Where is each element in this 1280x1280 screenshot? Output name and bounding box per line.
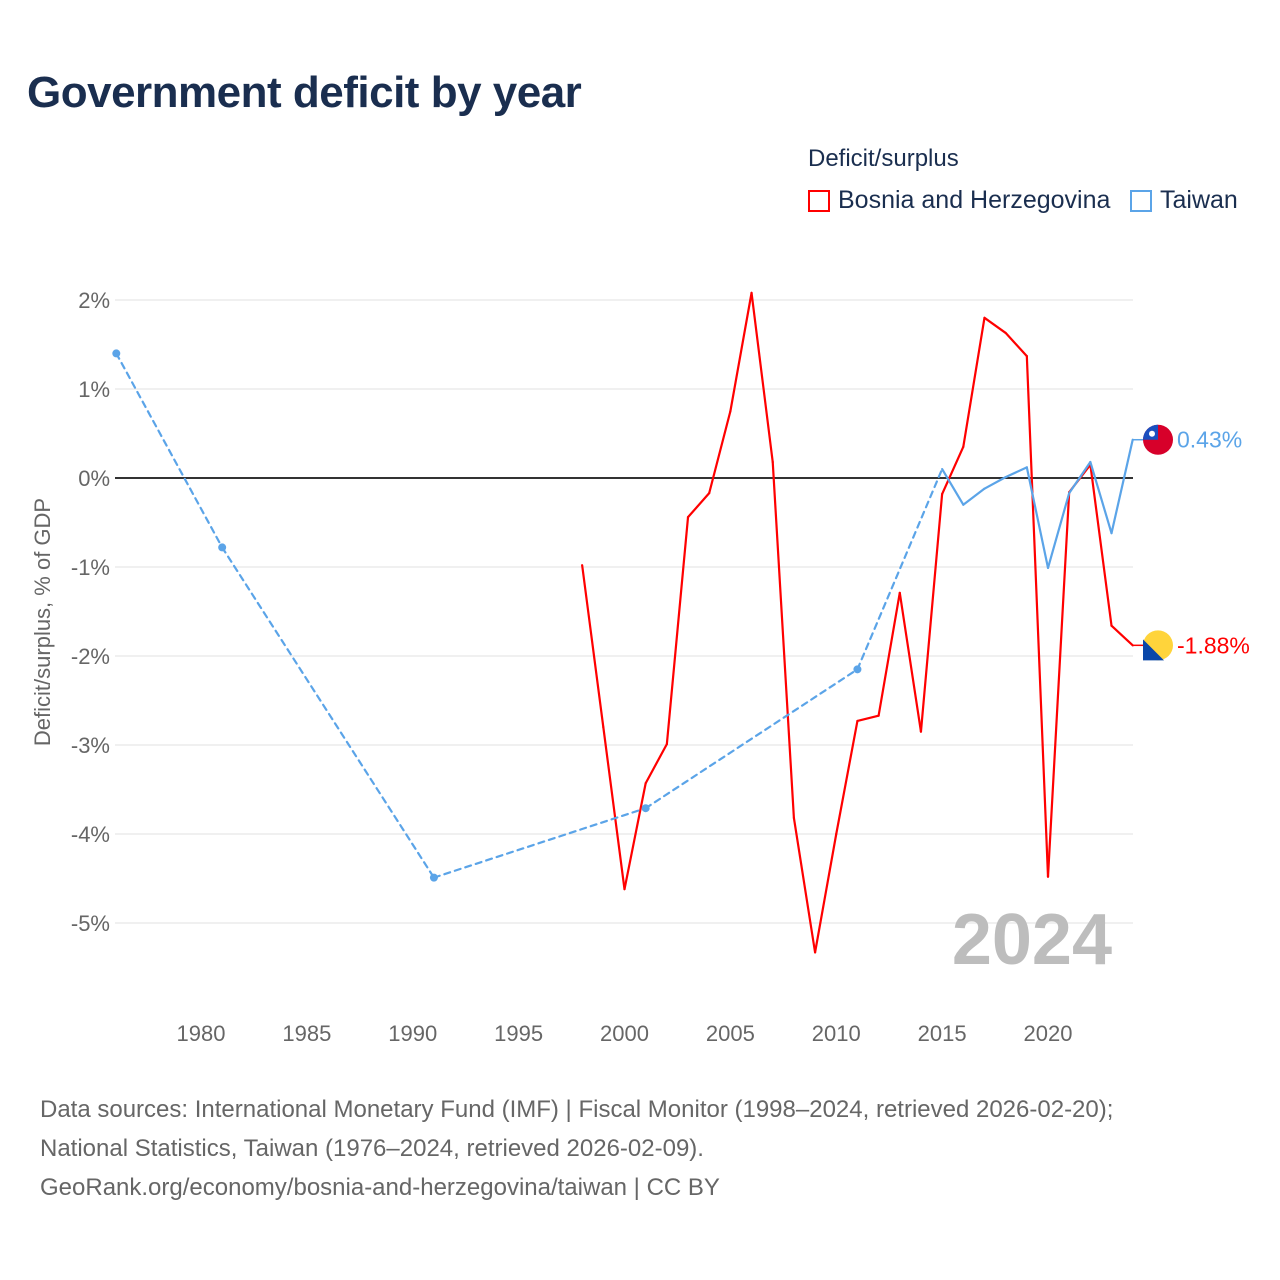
flag-icon-bosnia-blue [1143, 639, 1164, 661]
series-segment-bosnia [623, 782, 647, 891]
end-value-label-taiwan: 0.43% [1177, 427, 1242, 453]
source-line: National Statistics, Taiwan (1976–2024, … [40, 1135, 704, 1162]
series-segment-taiwan [941, 468, 965, 506]
y-tick-label: -2% [71, 644, 110, 669]
series-segment-taiwan [1004, 466, 1028, 479]
legend-item-bosnia[interactable]: Bosnia and Herzegovina [808, 186, 1110, 215]
x-tick-label: 2015 [918, 1021, 967, 1046]
series-segment-bosnia [1025, 354, 1050, 878]
series-segment-bosnia [686, 492, 711, 519]
data-point-taiwan [112, 349, 121, 358]
series-segment-bosnia [665, 516, 690, 746]
series-segment-bosnia [919, 492, 944, 733]
series-segment-bosnia [729, 291, 753, 413]
series-segment-bosnia [983, 316, 1007, 335]
end-value-label-bosnia: -1.88% [1177, 632, 1250, 658]
series-segment-bosnia [750, 291, 774, 464]
flag-icon-taiwan-sun [1149, 430, 1155, 437]
series-segment-taiwan [1025, 466, 1050, 569]
y-tick-label: 0% [78, 466, 110, 491]
series-segment-bosnia [1004, 331, 1028, 358]
series-segment-bosnia [771, 460, 796, 820]
series-segment-bosnia [962, 316, 986, 448]
series-segment-taiwan [1068, 460, 1092, 495]
x-tick-label: 1995 [494, 1021, 543, 1046]
series-segment-taiwan [644, 668, 859, 810]
data-point-taiwan [218, 543, 227, 552]
x-tick-label: 1980 [177, 1021, 226, 1046]
legend-label: Taiwan [1160, 186, 1238, 214]
series-segment-bosnia [644, 743, 668, 785]
series-segment-bosnia [581, 564, 605, 729]
series-segment-bosnia [941, 445, 965, 496]
footer: Data sources: International Monetary Fun… [40, 1090, 1113, 1207]
series-segment-bosnia [602, 726, 626, 891]
x-tick-label: 2020 [1024, 1021, 1073, 1046]
x-tick-label: 2010 [812, 1021, 861, 1046]
y-tick-label: 2% [78, 288, 110, 313]
series-segment-taiwan [962, 487, 986, 506]
series-segment-bosnia [856, 714, 880, 723]
y-axis-label: Deficit/surplus, % of GDP [30, 498, 55, 746]
legend-item-taiwan[interactable]: Taiwan [1130, 186, 1238, 215]
y-tick-label: -3% [71, 733, 110, 758]
legend-label: Bosnia and Herzegovina [838, 186, 1111, 214]
series-segment-bosnia [835, 719, 859, 836]
data-point-taiwan [429, 873, 438, 882]
series-segment-taiwan [432, 807, 647, 879]
data-point-taiwan [853, 665, 862, 674]
series-segment-taiwan [1089, 460, 1113, 535]
y-tick-label: -5% [71, 911, 110, 936]
x-tick-label: 2000 [600, 1021, 649, 1046]
x-tick-label: 2005 [706, 1021, 755, 1046]
y-tick-label: -1% [71, 555, 110, 580]
series-segment-bosnia [1110, 624, 1134, 647]
source-line[interactable]: GeoRank.org/economy/bosnia-and-herzegovi… [40, 1174, 720, 1201]
x-tick-label: 1985 [282, 1021, 331, 1046]
y-tick-label: 1% [78, 377, 110, 402]
source-line: Data sources: International Monetary Fun… [40, 1096, 1114, 1123]
series-segment-taiwan [221, 546, 436, 879]
chart-title: Government deficit by year [27, 68, 582, 117]
legend-swatch-bosnia [808, 189, 830, 212]
series-segment-bosnia [792, 816, 817, 954]
year-watermark: 2024 [952, 900, 1112, 980]
series-segment-bosnia [877, 591, 901, 717]
series-segment-bosnia [708, 410, 732, 495]
data-point-taiwan [641, 804, 650, 813]
series-segment-taiwan [1110, 438, 1134, 535]
series-segment-bosnia [1089, 463, 1113, 627]
y-tick-label: -4% [71, 822, 110, 847]
series-segment-taiwan [983, 476, 1007, 490]
series-segment-taiwan [1046, 492, 1071, 569]
series-segment-taiwan [856, 468, 944, 671]
series-segment-bosnia [1046, 491, 1071, 878]
series-segment-bosnia [898, 591, 923, 733]
x-tick-label: 1990 [388, 1021, 437, 1046]
series-segment-bosnia [813, 832, 838, 954]
legend-title: Deficit/surplus [808, 145, 959, 172]
legend-swatch-taiwan [1130, 189, 1152, 212]
series-segment-taiwan [115, 352, 224, 549]
